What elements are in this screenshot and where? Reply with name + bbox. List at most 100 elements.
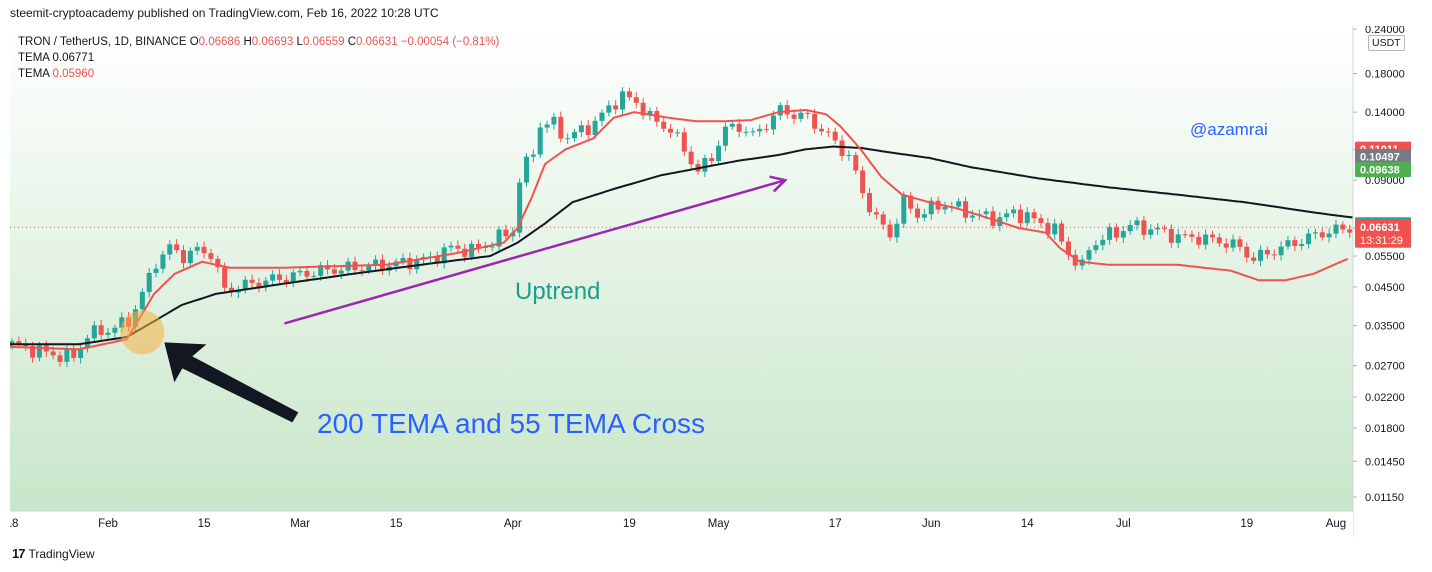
candle-body: [558, 116, 564, 139]
candle-body: [283, 279, 289, 283]
legend-open-label: O: [189, 36, 199, 48]
candle-body: [36, 345, 42, 358]
legend-tema-slow-row: TEMA 0.06771: [18, 50, 499, 66]
candle-body: [537, 127, 543, 155]
x-tick-label: 19: [623, 518, 636, 530]
candle-body: [1052, 223, 1058, 235]
x-tick-label: Jun: [922, 518, 941, 530]
candle-body: [1148, 229, 1154, 235]
y-tick-label: 0.03500: [1365, 321, 1405, 333]
candle-body: [668, 128, 674, 133]
candle-body: [1113, 227, 1119, 238]
footer-brand: TradingView: [28, 546, 95, 561]
uptrend-label: Uptrend: [515, 278, 600, 305]
candle-body: [304, 270, 310, 277]
candle-body: [1340, 224, 1346, 230]
candle-body: [709, 158, 715, 162]
legend-tema-fast-label: TEMA: [18, 68, 50, 80]
legend-low-label: L: [296, 36, 303, 48]
x-tick-label: 19: [1240, 518, 1253, 530]
candle-body: [633, 97, 639, 103]
candle-body: [1210, 234, 1215, 238]
cross-point-marker: [120, 310, 165, 355]
candle-body: [112, 327, 118, 333]
y-tick-label: 0.02700: [1365, 361, 1405, 373]
candle-body: [620, 91, 626, 110]
x-tick-label: Feb: [98, 518, 118, 530]
candle-body: [201, 246, 207, 254]
candle-body: [901, 195, 907, 224]
candle-body: [777, 105, 783, 116]
candle-body: [503, 229, 509, 237]
x-tick-label: Apr: [504, 518, 522, 530]
currency-button[interactable]: USDT: [1368, 35, 1405, 51]
candle-body: [475, 243, 481, 248]
legend-high-label: H: [243, 36, 252, 48]
candle-body: [256, 282, 262, 288]
candle-body: [1319, 232, 1325, 238]
candle-body: [846, 155, 852, 157]
candle-body: [16, 341, 22, 344]
candle-body: [496, 229, 502, 247]
candle-body: [167, 244, 173, 255]
candle-body: [818, 128, 824, 132]
y-tick-label: 0.24000: [1365, 26, 1405, 36]
price-chart[interactable]: Uptrend @azamrai 200 TEMA and 55 TEMA Cros…: [10, 26, 1422, 537]
candle-body: [139, 291, 145, 310]
candle-body: [1100, 239, 1106, 246]
tema-fast-line: [10, 108, 1349, 351]
candle-body: [770, 115, 776, 130]
candle-body: [174, 244, 180, 251]
candle-body: [674, 132, 680, 134]
candle-body: [1203, 234, 1209, 245]
candle-body: [215, 258, 221, 268]
candle-body: [105, 332, 111, 335]
price-label-value: 0.10497: [1360, 152, 1400, 164]
y-tick-label: 0.14000: [1365, 107, 1405, 119]
candle-body: [1086, 250, 1092, 260]
x-tick-label: 17: [829, 518, 842, 530]
candle-body: [839, 140, 845, 156]
y-tick-label: 0.01450: [1365, 456, 1405, 468]
candle-body: [1312, 232, 1318, 234]
candle-body: [661, 121, 667, 129]
x-tick-label: Jul: [1116, 518, 1131, 530]
bar-countdown: 13:31:29: [1360, 235, 1403, 247]
candle-body: [1141, 220, 1147, 235]
time-axis[interactable]: [10, 511, 1353, 537]
candle-body: [956, 201, 962, 207]
candle-body: [798, 112, 804, 119]
candle-body: [1223, 243, 1229, 248]
legend-ohlc-row: TRON / TetherUS, 1D, BINANCE O0.06686 H0…: [18, 34, 499, 50]
price-label-badge: [1355, 162, 1411, 178]
candle-body: [606, 105, 612, 113]
candle-body: [181, 250, 186, 264]
legend-high: 0.06693: [251, 36, 294, 48]
price-axis[interactable]: [1353, 26, 1422, 537]
candle-body: [208, 253, 214, 259]
candle-body: [160, 254, 166, 269]
candle-body: [681, 132, 687, 152]
candle-body: [963, 201, 969, 218]
candle-body: [832, 131, 838, 141]
candle-body: [1230, 239, 1236, 248]
candle-body: [263, 280, 269, 288]
candle-body: [592, 120, 598, 136]
candle-body: [873, 212, 879, 215]
candle-body: [983, 211, 989, 215]
candle-body: [544, 124, 550, 128]
candle-body: [366, 265, 372, 271]
candle-body: [30, 345, 36, 358]
price-label-badge: [1355, 149, 1411, 165]
candle-body: [517, 182, 523, 233]
candle-body: [1216, 237, 1222, 244]
cross-annotation-text: 200 TEMA and 55 TEMA Cross: [317, 408, 705, 439]
candle-body: [1237, 239, 1243, 247]
candle-body: [894, 223, 900, 238]
candle-body: [1326, 233, 1332, 238]
legend-change: −0.00054 (−0.81%): [400, 36, 500, 48]
candle-body: [1093, 245, 1099, 251]
candle-body: [297, 270, 303, 273]
candle-body: [908, 195, 914, 209]
candle-body: [784, 105, 790, 115]
